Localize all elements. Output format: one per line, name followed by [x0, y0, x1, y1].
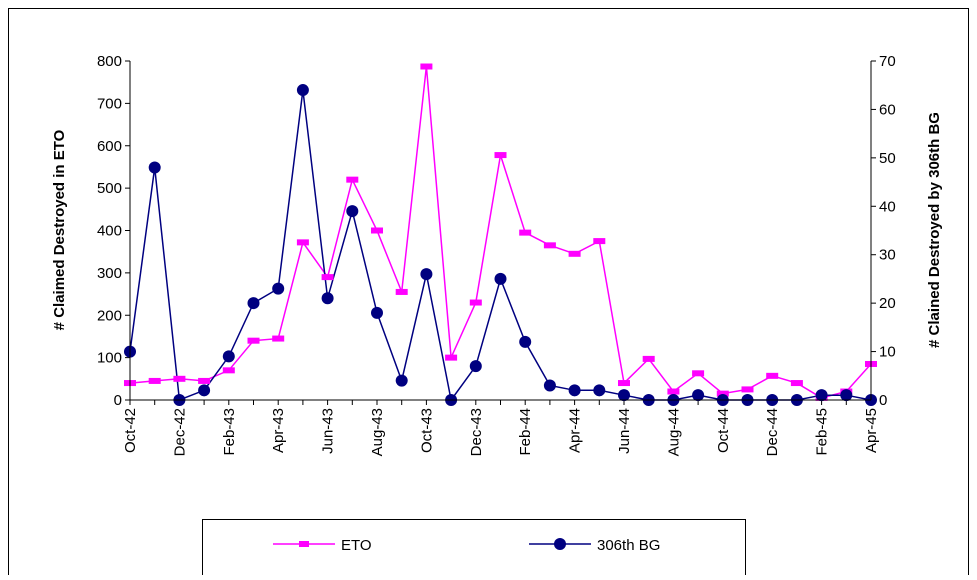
y-tick-label-left: 600 — [97, 138, 122, 155]
x-tick-label: Feb-44 — [517, 408, 534, 456]
y-axis-title-left: # Claimed Destroyed in ETO — [51, 129, 68, 330]
y-tick-label-right: 60 — [879, 101, 896, 118]
point-eto — [790, 380, 803, 387]
point-eto — [173, 375, 186, 382]
point-eto — [692, 370, 705, 377]
point-eto — [371, 227, 383, 234]
y-tick-label-left: 100 — [97, 350, 122, 367]
chart-border — [8, 8, 969, 580]
point-306th-bg — [272, 282, 285, 295]
y-tick-label-left: 200 — [97, 307, 122, 324]
point-eto — [667, 388, 680, 395]
x-tick-label: Dec-44 — [764, 408, 781, 456]
y-tick-label-right: 30 — [879, 247, 896, 264]
point-306th-bg — [296, 84, 309, 97]
point-306th-bg — [321, 292, 334, 305]
point-306th-bg — [148, 161, 161, 174]
point-306th-bg — [395, 374, 408, 387]
x-tick-label: Feb-45 — [814, 408, 831, 456]
x-tick-label: Jun-44 — [616, 408, 633, 454]
point-eto — [148, 377, 161, 384]
point-306th-bg — [494, 272, 507, 285]
y-tick-label-right: 50 — [879, 150, 896, 167]
point-306th-bg — [222, 350, 235, 363]
point-306th-bg — [247, 297, 260, 310]
x-tick-label: Apr-45 — [863, 408, 880, 453]
x-tick-label: Apr-43 — [270, 408, 287, 453]
point-306th-bg — [543, 379, 556, 392]
point-eto — [272, 335, 285, 342]
point-eto — [445, 354, 458, 361]
point-306th-bg — [519, 335, 532, 348]
y-tick-label-left: 700 — [97, 95, 122, 112]
x-tick-label: Oct-43 — [418, 408, 435, 453]
y-tick-label-left: 500 — [97, 180, 122, 197]
point-eto — [346, 176, 359, 183]
point-306th-bg — [692, 389, 705, 402]
x-tick-label: Apr-44 — [567, 408, 584, 453]
point-306th-bg — [593, 384, 606, 397]
x-tick-label: Aug-44 — [665, 408, 682, 456]
point-306th-bg — [469, 360, 482, 373]
y-tick-label-left: 0 — [114, 392, 122, 409]
point-eto — [593, 238, 606, 245]
y-tick-label-right: 0 — [879, 392, 887, 409]
legend: ETO 306th BG — [202, 519, 746, 580]
point-306th-bg — [198, 384, 211, 397]
point-306th-bg — [568, 384, 581, 397]
legend-eto-label: ETO — [341, 537, 372, 554]
point-eto — [296, 239, 309, 246]
point-eto — [247, 337, 260, 344]
point-eto — [469, 299, 482, 306]
x-tick-label: Dec-43 — [468, 408, 485, 456]
point-306th-bg — [371, 306, 383, 319]
y-axis-title-right: # Clained Destroyed by 306th BG — [926, 112, 943, 348]
point-eto — [642, 355, 655, 362]
point-eto — [395, 288, 408, 295]
point-306th-bg — [840, 389, 853, 402]
x-tick-label: Dec-42 — [171, 408, 188, 456]
point-eto — [716, 390, 729, 397]
point-eto — [766, 372, 779, 379]
point-eto — [568, 250, 581, 257]
y-tick-label-right: 20 — [879, 295, 896, 312]
point-eto — [741, 386, 754, 393]
point-eto — [420, 63, 433, 70]
point-306th-bg — [420, 268, 433, 281]
x-tick-label: Jun-43 — [320, 408, 337, 454]
point-eto — [618, 380, 630, 387]
x-tick-label: Feb-43 — [221, 408, 238, 456]
point-eto — [519, 229, 532, 236]
legend-306th-label: 306th BG — [597, 537, 660, 554]
y-tick-label-right: 10 — [879, 344, 896, 361]
point-eto — [198, 377, 211, 384]
point-306th-bg — [346, 205, 359, 218]
point-eto — [321, 274, 334, 281]
point-306th-bg — [618, 389, 630, 402]
x-tick-label: Aug-43 — [369, 408, 386, 456]
point-eto — [494, 152, 507, 159]
legend-eto-marker — [299, 541, 309, 547]
legend-box — [202, 519, 746, 580]
point-306th-bg — [815, 389, 828, 402]
legend-306th-marker — [554, 538, 566, 550]
y-tick-label-right: 70 — [879, 53, 896, 70]
x-tick-label: Oct-44 — [715, 408, 732, 453]
y-tick-label-left: 800 — [97, 53, 122, 70]
y-tick-label-right: 40 — [879, 198, 896, 215]
x-tick-label: Oct-42 — [122, 408, 139, 453]
point-eto — [543, 242, 556, 249]
point-eto — [222, 367, 235, 374]
y-tick-label-left: 300 — [97, 265, 122, 282]
y-tick-label-left: 400 — [97, 223, 122, 240]
